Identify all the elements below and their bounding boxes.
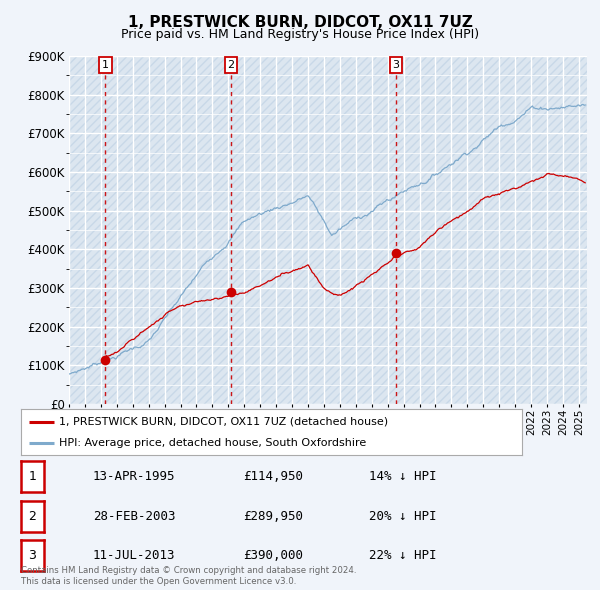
Text: 1: 1 (28, 470, 37, 483)
Text: 1: 1 (102, 60, 109, 70)
Text: £289,950: £289,950 (243, 510, 303, 523)
Text: 14% ↓ HPI: 14% ↓ HPI (369, 470, 437, 483)
Text: Price paid vs. HM Land Registry's House Price Index (HPI): Price paid vs. HM Land Registry's House … (121, 28, 479, 41)
Bar (69, 56, 587, 404)
Text: 1, PRESTWICK BURN, DIDCOT, OX11 7UZ: 1, PRESTWICK BURN, DIDCOT, OX11 7UZ (128, 15, 472, 30)
Text: £390,000: £390,000 (243, 549, 303, 562)
Text: £114,950: £114,950 (243, 470, 303, 483)
Text: 2: 2 (227, 60, 235, 70)
Text: 22% ↓ HPI: 22% ↓ HPI (369, 549, 437, 562)
Text: 1, PRESTWICK BURN, DIDCOT, OX11 7UZ (detached house): 1, PRESTWICK BURN, DIDCOT, OX11 7UZ (det… (59, 417, 388, 427)
Text: 3: 3 (392, 60, 400, 70)
Text: HPI: Average price, detached house, South Oxfordshire: HPI: Average price, detached house, Sout… (59, 438, 366, 448)
Text: 3: 3 (28, 549, 37, 562)
Text: 11-JUL-2013: 11-JUL-2013 (93, 549, 176, 562)
Text: 13-APR-1995: 13-APR-1995 (93, 470, 176, 483)
Text: 2: 2 (28, 510, 37, 523)
Text: 20% ↓ HPI: 20% ↓ HPI (369, 510, 437, 523)
Text: 28-FEB-2003: 28-FEB-2003 (93, 510, 176, 523)
Text: Contains HM Land Registry data © Crown copyright and database right 2024.
This d: Contains HM Land Registry data © Crown c… (21, 566, 356, 586)
